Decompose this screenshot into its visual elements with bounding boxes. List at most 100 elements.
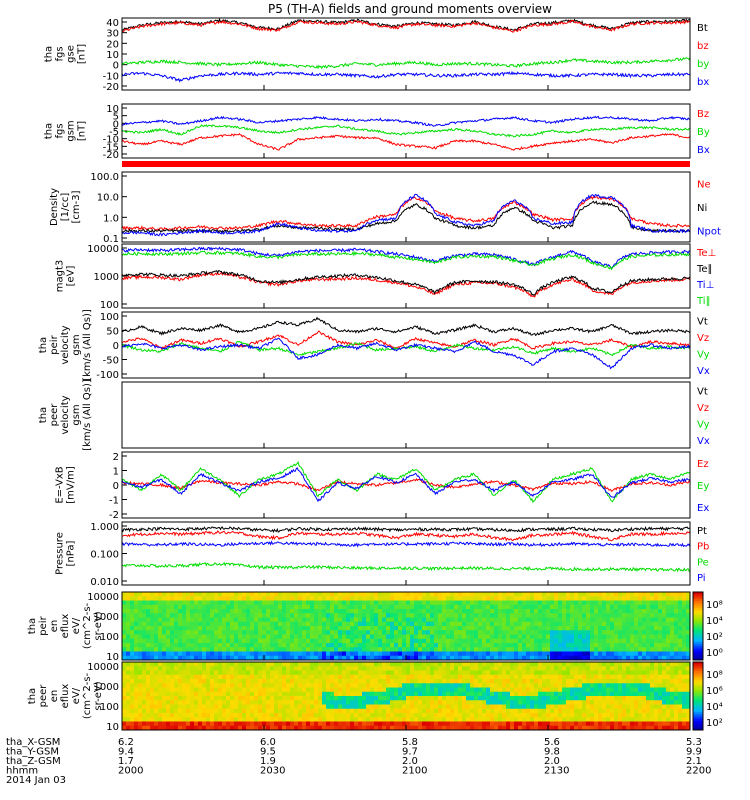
peer_spec-cell: [370, 670, 375, 676]
peir_spec-cell: [622, 655, 627, 661]
peer_spec-cell: [246, 674, 251, 680]
peer_spec-cell: [658, 683, 663, 688]
peir_spec-cell: [558, 604, 563, 610]
peer_spec-cell: [502, 679, 507, 684]
peer_spec-cell: [130, 683, 135, 688]
peer_spec-cell: [138, 708, 143, 714]
peir_spec-cell: [502, 651, 507, 657]
peer_spec-cell: [338, 721, 343, 727]
peer_spec-cell: [150, 666, 155, 671]
peer_spec-cell: [670, 700, 675, 705]
peir_spec-cell: [434, 655, 439, 661]
peer_spec-cell: [446, 687, 451, 693]
peer_spec-cell: [214, 670, 219, 676]
peer_spec-cell: [454, 708, 459, 714]
peer_spec-cell: [362, 662, 367, 667]
peir_spec-cell: [542, 613, 547, 618]
peer_spec-cell: [150, 696, 155, 701]
peir_spec-cell: [314, 643, 319, 648]
peir_spec-cell: [426, 626, 431, 631]
peir_spec-cell: [466, 630, 471, 635]
peer_spec-cell: [166, 708, 171, 714]
peir_spec-cell: [526, 647, 531, 652]
peir_spec-cell: [166, 647, 171, 652]
peir_spec-cell: [438, 626, 443, 631]
peir_spec-cell: [366, 655, 371, 661]
peer_spec-cell: [630, 666, 635, 671]
peer_spec-cell: [206, 670, 211, 676]
peer_spec-cell: [634, 700, 639, 705]
peer_spec-cell: [266, 691, 271, 697]
peir_vel-series-1-line: [121, 330, 691, 351]
peer_spec-cell: [370, 725, 375, 731]
peer_spec-cell: [518, 717, 523, 722]
peer_spec-cell: [302, 696, 307, 701]
peir_spec-cell: [458, 626, 463, 631]
peir_spec-cell: [318, 638, 323, 644]
peer_spec-cell: [334, 674, 339, 680]
peer_spec-cell: [634, 674, 639, 680]
peir_spec-cell: [486, 617, 491, 623]
peir_spec-cell: [474, 604, 479, 610]
peer_spec-cell: [286, 674, 291, 680]
peer_spec-cell: [618, 687, 623, 693]
peer_spec-cell: [354, 721, 359, 727]
peir_spec-cell: [674, 592, 679, 597]
peer_spec-cell: [130, 704, 135, 710]
peer_spec-cell: [394, 721, 399, 727]
peir_spec-cell: [518, 630, 523, 635]
peir_spec-cell: [150, 609, 155, 614]
peir_spec-cell: [566, 600, 571, 606]
peer_spec-cell: [206, 708, 211, 714]
peer_spec-cell: [290, 721, 295, 727]
peer_spec-cell: [150, 717, 155, 722]
peir_spec-cell: [402, 651, 407, 657]
peer_spec-cell: [614, 696, 619, 701]
peer_spec-cell: [666, 708, 671, 714]
peir_spec-cell: [470, 596, 475, 601]
peir_spec-cell: [170, 638, 175, 644]
peir_spec-cell: [634, 638, 639, 644]
peir_spec-cell: [294, 643, 299, 648]
peer_spec-cell: [322, 666, 327, 671]
peer_spec-cell: [646, 662, 651, 667]
peer_spec-cell: [122, 708, 127, 714]
peir_spec-cell: [270, 613, 275, 618]
peir_spec-cell: [306, 626, 311, 631]
peir_spec-cell: [542, 617, 547, 623]
peer_spec-cell: [158, 683, 163, 688]
peer_spec-cell: [198, 708, 203, 714]
peir_spec-cell: [554, 634, 559, 640]
peir_spec-cell: [434, 600, 439, 606]
peir_spec-cell: [602, 621, 607, 627]
peir_spec-cell: [358, 655, 363, 661]
peer_spec-cell: [222, 700, 227, 705]
peir_spec-cell: [462, 630, 467, 635]
peer_spec-cell: [262, 704, 267, 710]
peer_spec-cell: [490, 700, 495, 705]
peir_spec-cell: [326, 621, 331, 627]
peer_spec-cell: [202, 666, 207, 671]
peer_spec-cell: [142, 670, 147, 676]
peer_spec-cell: [166, 717, 171, 722]
peir_spec-cell: [406, 634, 411, 640]
peer_spec-cell: [170, 674, 175, 680]
peir_spec-cell: [382, 630, 387, 635]
peer_spec-cell: [382, 687, 387, 693]
peer_spec-colorbar-step: [693, 725, 703, 729]
peer_spec-cell: [270, 696, 275, 701]
peer_spec-cell: [270, 721, 275, 727]
peer_spec-cell: [202, 670, 207, 676]
peir_spec-cell: [174, 634, 179, 640]
peer_spec-colorbar-step: [693, 668, 703, 672]
peer_spec-cell: [478, 713, 483, 718]
peer_spec-cell: [518, 725, 523, 731]
peir_spec-cell: [178, 621, 183, 627]
peer_spec-cell: [590, 683, 595, 688]
peer_spec-cell: [638, 691, 643, 697]
peer_spec-cell: [334, 662, 339, 667]
peer_spec-cell: [498, 662, 503, 667]
peer_spec-cell: [654, 691, 659, 697]
peir_spec-cell: [250, 613, 255, 618]
peir_spec-cell: [422, 651, 427, 657]
